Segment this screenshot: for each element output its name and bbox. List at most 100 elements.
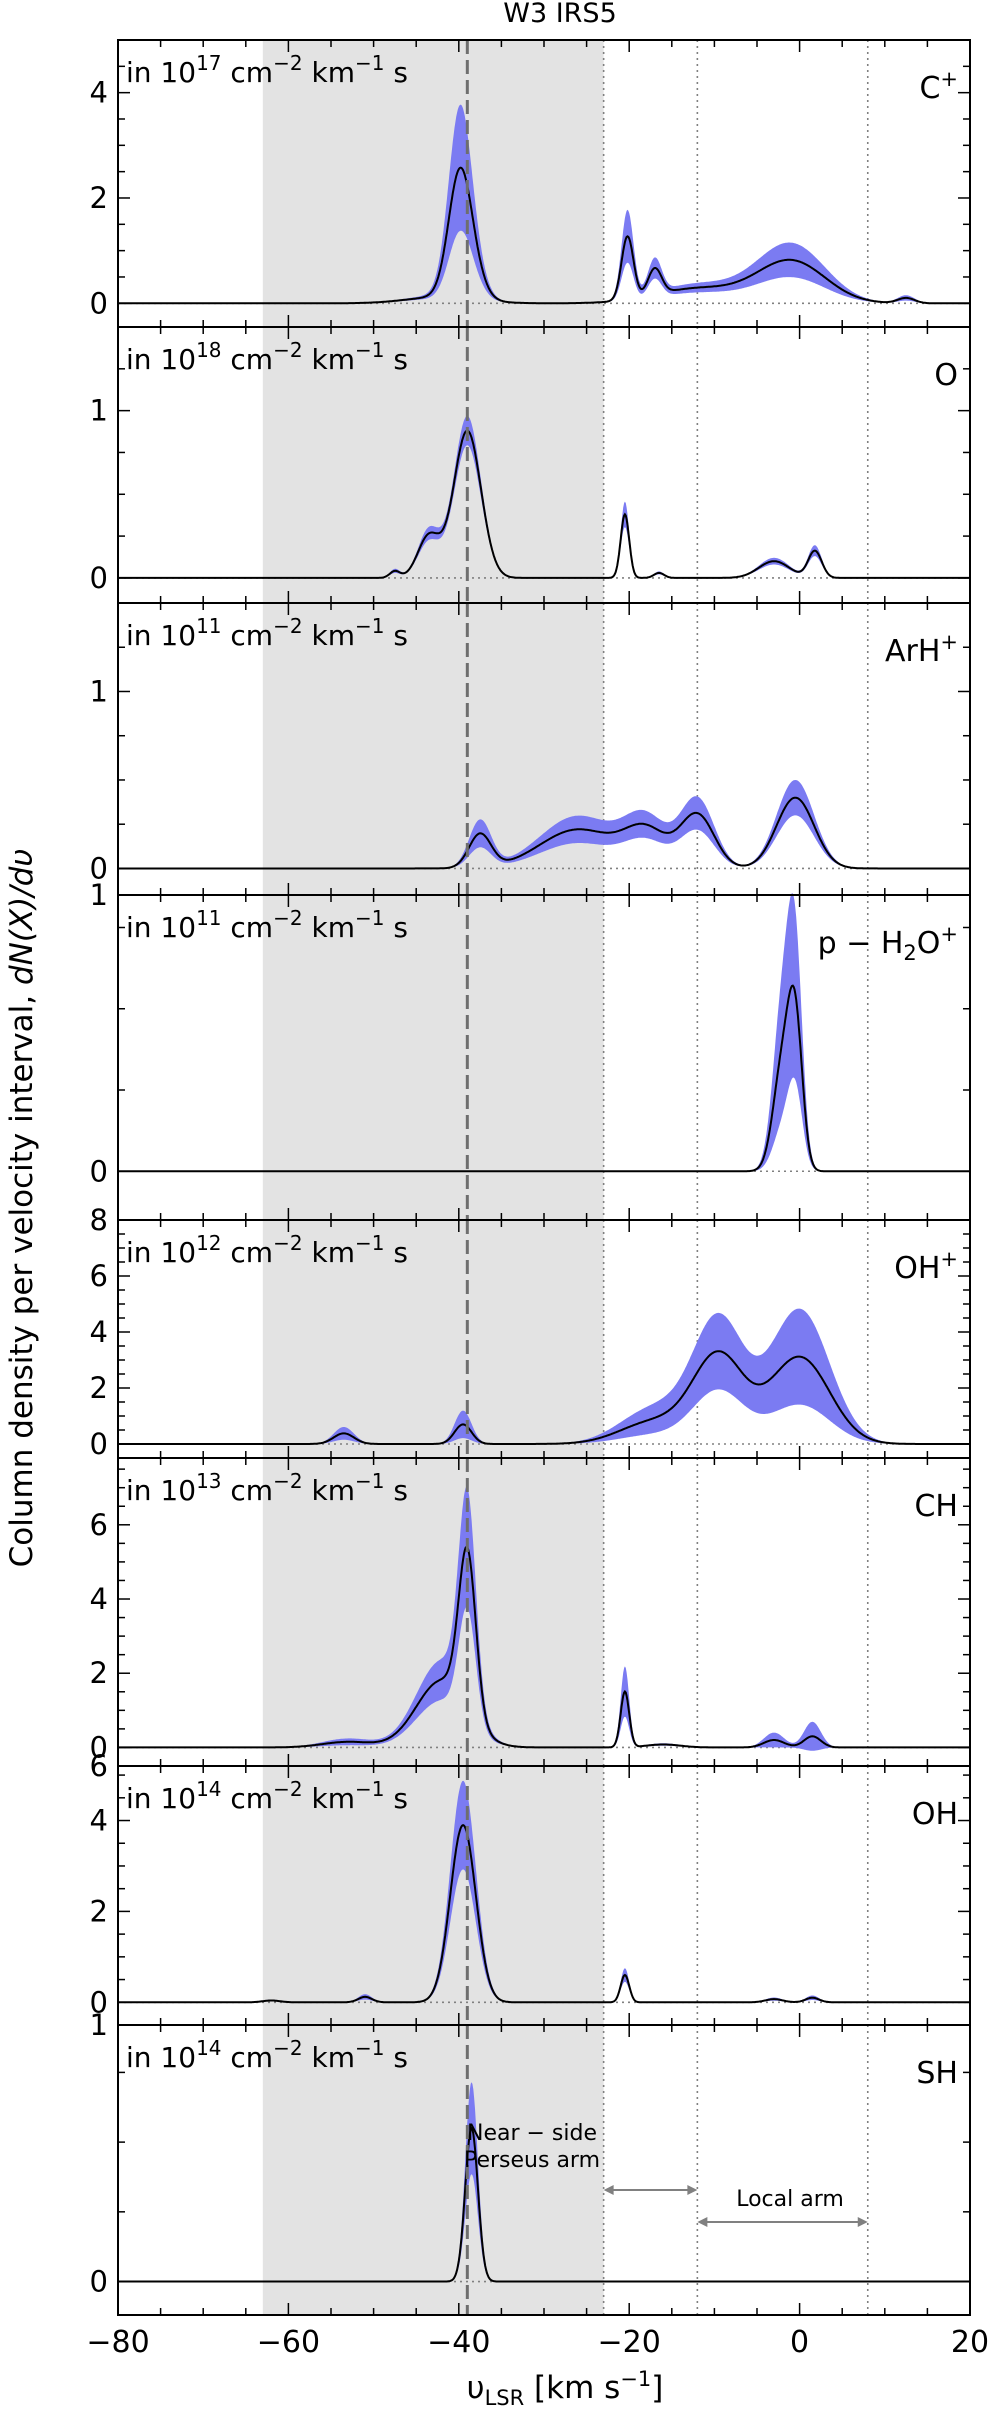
unit-s: s (384, 343, 408, 376)
unit-label: in 1012 cm−2 km−1 s (126, 1231, 408, 1269)
unit-km: km (303, 343, 355, 376)
y-tick-label: 0 (90, 1427, 108, 1461)
shaded-region (262, 1220, 604, 1458)
unit-km: km (303, 911, 355, 944)
unit-s: s (384, 56, 408, 89)
unit-cm-exponent: −2 (273, 1469, 302, 1493)
unit-label: in 1011 cm−2 km−1 s (126, 906, 408, 944)
unit-label: in 1018 cm−2 km−1 s (126, 338, 408, 376)
unit-cm-exponent: −2 (273, 906, 302, 930)
unit-exponent: 11 (196, 906, 221, 930)
unit-km: km (303, 1474, 355, 1507)
species-sup: + (940, 67, 958, 91)
x-tick-label: −60 (257, 2325, 320, 2360)
panel-2: 0 1 in 1011 cm−2 km−1 s ArH+ (90, 602, 971, 896)
shaded-region (262, 1458, 604, 1766)
y-tick-label: 4 (90, 1315, 108, 1349)
unit-label: in 1014 cm−2 km−1 s (126, 2036, 408, 2074)
unit-km: km (303, 619, 355, 652)
panel-1: 0 1 in 1018 cm−2 km−1 s O (90, 326, 971, 604)
x-axis: −80 −60 −40 −20 0 20 (86, 2325, 989, 2360)
y-tick-label: 2 (90, 1894, 108, 1928)
y-tick-label: 4 (90, 1582, 108, 1616)
unit-cm: cm (222, 911, 274, 944)
species-base: OH (894, 1251, 940, 1286)
profile-line (118, 984, 970, 1173)
unit-prefix: in 10 (126, 1474, 196, 1507)
y-tick-label-top: 8 (90, 1203, 108, 1237)
unit-cm: cm (222, 619, 274, 652)
unit-km-exponent: −1 (355, 1231, 384, 1255)
local-arm-arrow-head-right (857, 2217, 868, 2227)
unit-cm: cm (222, 1474, 274, 1507)
unit-cm: cm (222, 1236, 274, 1269)
unit-cm-exponent: −2 (273, 51, 302, 75)
unit-prefix: in 10 (126, 343, 196, 376)
unit-km: km (303, 1236, 355, 1269)
near-side-label-2: Perseus arm (464, 2148, 600, 2173)
unit-cm: cm (222, 56, 274, 89)
local-arm-arrow-head-left (697, 2217, 708, 2227)
unit-cm: cm (222, 1782, 274, 1815)
x-tick-label: −40 (427, 2325, 490, 2360)
unit-prefix: in 10 (126, 2041, 196, 2074)
unit-cm-exponent: −2 (273, 2036, 302, 2060)
species-label: SH (916, 2056, 958, 2091)
species-base: OH (912, 1797, 958, 1832)
species-sub: 2 (903, 941, 916, 965)
panel-7: 0 1 in 1014 cm−2 km−1 s SH (90, 2008, 971, 2316)
species-tail: O (917, 926, 941, 961)
unit-label: in 1013 cm−2 km−1 s (126, 1469, 408, 1507)
unit-s: s (384, 2041, 408, 2074)
unit-exponent: 14 (196, 1777, 221, 1801)
near-side-arrow-head-left (603, 2185, 614, 2195)
species-base: O (934, 358, 958, 393)
species-label: p − H2O+ (818, 922, 958, 965)
unit-cm-exponent: −2 (273, 614, 302, 638)
y-tick-label: 0 (90, 1985, 108, 2019)
panel-3: 0 1 in 1011 cm−2 km−1 s p − H2O+ (90, 878, 971, 1221)
x-tick-label: −20 (598, 2325, 661, 2360)
unit-cm: cm (222, 2041, 274, 2074)
unit-prefix: in 10 (126, 911, 196, 944)
shaded-region (262, 2025, 604, 2315)
species-label: OH+ (894, 1247, 958, 1286)
unit-exponent: 17 (196, 51, 221, 75)
y-tick-label: 0 (90, 561, 108, 595)
uncertainty-band (118, 1308, 970, 1444)
species-base: p − H (818, 926, 904, 961)
species-base: C (919, 71, 940, 106)
species-label: O (934, 358, 958, 393)
panel-6: 0 2 4 6 in 1014 cm−2 km−1 s OH (90, 1749, 971, 2026)
y-tick-label: 0 (90, 1154, 108, 1188)
x-tick-label: 20 (951, 2325, 989, 2360)
x-tick-label: 0 (790, 2325, 809, 2360)
y-tick-label: 0 (90, 1730, 108, 1764)
y-tick-label: 0 (90, 286, 108, 320)
local-arm-label: Local arm (736, 2187, 844, 2212)
profile-line (118, 429, 970, 579)
y-tick-label-top: 6 (90, 1749, 108, 1783)
y-tick-label: 6 (90, 1508, 108, 1542)
unit-cm-exponent: −2 (273, 338, 302, 362)
y-tick-label: 2 (90, 1656, 108, 1690)
unit-km-exponent: −1 (355, 906, 384, 930)
profile-line (118, 1350, 970, 1445)
panel-5: 0 2 4 6 in 1013 cm−2 km−1 s CH (90, 1457, 971, 1767)
unit-cm-exponent: −2 (273, 1777, 302, 1801)
y-tick-label: 1 (90, 674, 108, 708)
species-label: ArH+ (885, 630, 958, 669)
unit-exponent: 12 (196, 1231, 221, 1255)
uncertainty-band (118, 780, 970, 869)
unit-km: km (303, 56, 355, 89)
y-tick-label: 4 (90, 76, 108, 110)
unit-km: km (303, 2041, 355, 2074)
species-base: SH (916, 2056, 958, 2091)
unit-exponent: 14 (196, 2036, 221, 2060)
unit-label: in 1011 cm−2 km−1 s (126, 614, 408, 652)
y-tick-label: 4 (90, 1804, 108, 1838)
unit-prefix: in 10 (126, 619, 196, 652)
